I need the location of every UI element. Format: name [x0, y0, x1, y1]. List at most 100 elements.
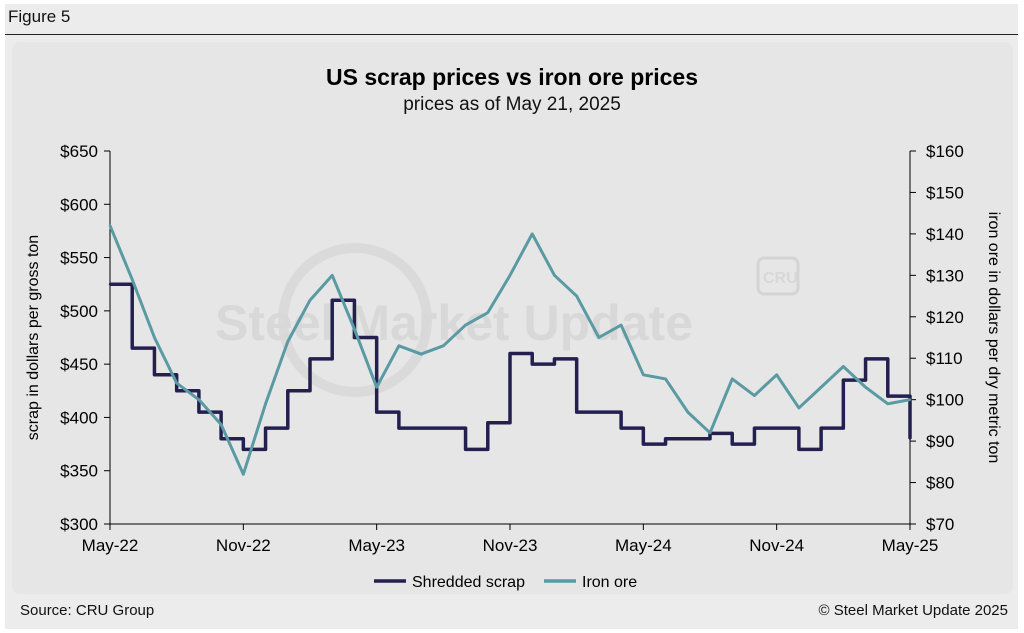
data-point	[175, 389, 178, 392]
legend-label: Iron ore	[582, 574, 637, 591]
right-tick-label: $150	[926, 183, 964, 202]
data-point	[131, 278, 134, 281]
data-point	[531, 232, 534, 236]
data-point	[886, 402, 889, 406]
data-point	[708, 431, 712, 435]
data-point	[731, 442, 734, 446]
data-point	[864, 357, 867, 361]
right-tick-label: $70	[926, 515, 954, 534]
right-tick-label: $140	[926, 225, 964, 244]
data-point	[686, 410, 689, 414]
data-point	[108, 283, 112, 286]
data-point	[575, 410, 578, 414]
right-tick-label: $90	[926, 432, 954, 451]
data-point	[264, 426, 267, 430]
figure-label: Figure 5	[8, 7, 71, 26]
data-point	[619, 323, 623, 327]
data-point	[397, 426, 401, 430]
data-point	[664, 377, 667, 381]
data-point	[286, 340, 289, 343]
data-point	[797, 448, 801, 451]
data-point	[864, 386, 867, 389]
data-point	[508, 352, 512, 355]
x-tick-label: May-22	[82, 536, 139, 555]
data-point	[531, 362, 534, 366]
data-point	[242, 448, 245, 451]
left-tick-label: $300	[60, 515, 98, 534]
data-point	[331, 274, 334, 277]
data-point	[642, 373, 645, 376]
data-point	[753, 426, 756, 430]
data-point	[486, 311, 489, 314]
left-tick-label: $450	[60, 355, 98, 374]
right-tick-label: $80	[926, 474, 954, 493]
x-tick-label: Nov-24	[749, 536, 804, 555]
data-point	[464, 323, 467, 327]
data-point	[819, 386, 823, 389]
copyright-note: © Steel Market Update 2025	[818, 602, 1009, 619]
chart-panel	[12, 42, 1013, 594]
data-point	[197, 398, 201, 401]
data-point	[308, 299, 312, 302]
watermark-circle	[278, 243, 432, 397]
x-tick-label: May-23	[348, 536, 405, 555]
left-tick-label: $600	[60, 195, 98, 214]
data-point	[353, 336, 356, 339]
data-point	[286, 389, 289, 392]
left-tick-label: $650	[60, 142, 98, 161]
data-point	[331, 299, 334, 302]
data-point	[597, 336, 601, 339]
left-tick-label: $550	[60, 249, 98, 268]
data-point	[219, 437, 223, 440]
data-point	[397, 344, 401, 347]
data-point	[686, 437, 689, 440]
data-point	[242, 473, 245, 476]
data-point	[753, 394, 756, 397]
series-line-shredded-scrap	[110, 282, 912, 452]
data-point	[464, 448, 467, 451]
data-point	[908, 437, 912, 440]
data-point	[775, 426, 778, 430]
data-point	[108, 224, 112, 227]
data-point	[819, 426, 823, 430]
watermark-text: Steel Market Update	[215, 295, 693, 351]
right-tick-label: $100	[926, 391, 964, 410]
data-point	[353, 328, 356, 331]
data-point	[153, 336, 156, 339]
data-point	[619, 426, 623, 430]
data-point	[797, 406, 801, 410]
data-point	[375, 410, 378, 414]
source-note: Source: CRU Group	[20, 602, 155, 619]
axes: $300 $350 $400 $450 $500 $550 $600 $650 $70 $80 $9…	[25, 142, 1002, 555]
data-point	[842, 365, 845, 368]
data-point	[308, 357, 312, 361]
data-point	[419, 426, 423, 430]
right-tick-label: $120	[926, 308, 964, 327]
data-point	[508, 274, 512, 277]
data-point	[575, 294, 578, 298]
watermark-badge: CRU	[763, 270, 798, 287]
data-point	[908, 398, 912, 401]
right-tick-label: $110	[926, 349, 963, 368]
data-point	[664, 437, 667, 440]
chart-title: US scrap prices vs iron ore prices	[325, 64, 698, 90]
right-axis-title: iron ore in dollars per dry metric ton	[985, 212, 1002, 464]
data-point	[731, 377, 734, 381]
watermark: Steel Market Update CRU	[215, 243, 800, 397]
figure-divider	[5, 34, 1018, 35]
right-tick-label: $130	[926, 266, 964, 285]
legend-label: Shredded scrap	[412, 574, 525, 591]
data-point	[442, 344, 445, 347]
legend: Shredded scrap Iron ore	[374, 574, 637, 591]
data-point	[375, 386, 378, 389]
data-point	[175, 381, 178, 385]
x-tick-label: May-25	[882, 536, 939, 555]
data-point	[197, 410, 201, 414]
data-point	[442, 426, 445, 430]
data-point	[842, 378, 845, 382]
data-point	[219, 423, 223, 426]
series-layer	[108, 224, 912, 476]
data-point	[553, 274, 556, 277]
data-point	[775, 373, 778, 376]
